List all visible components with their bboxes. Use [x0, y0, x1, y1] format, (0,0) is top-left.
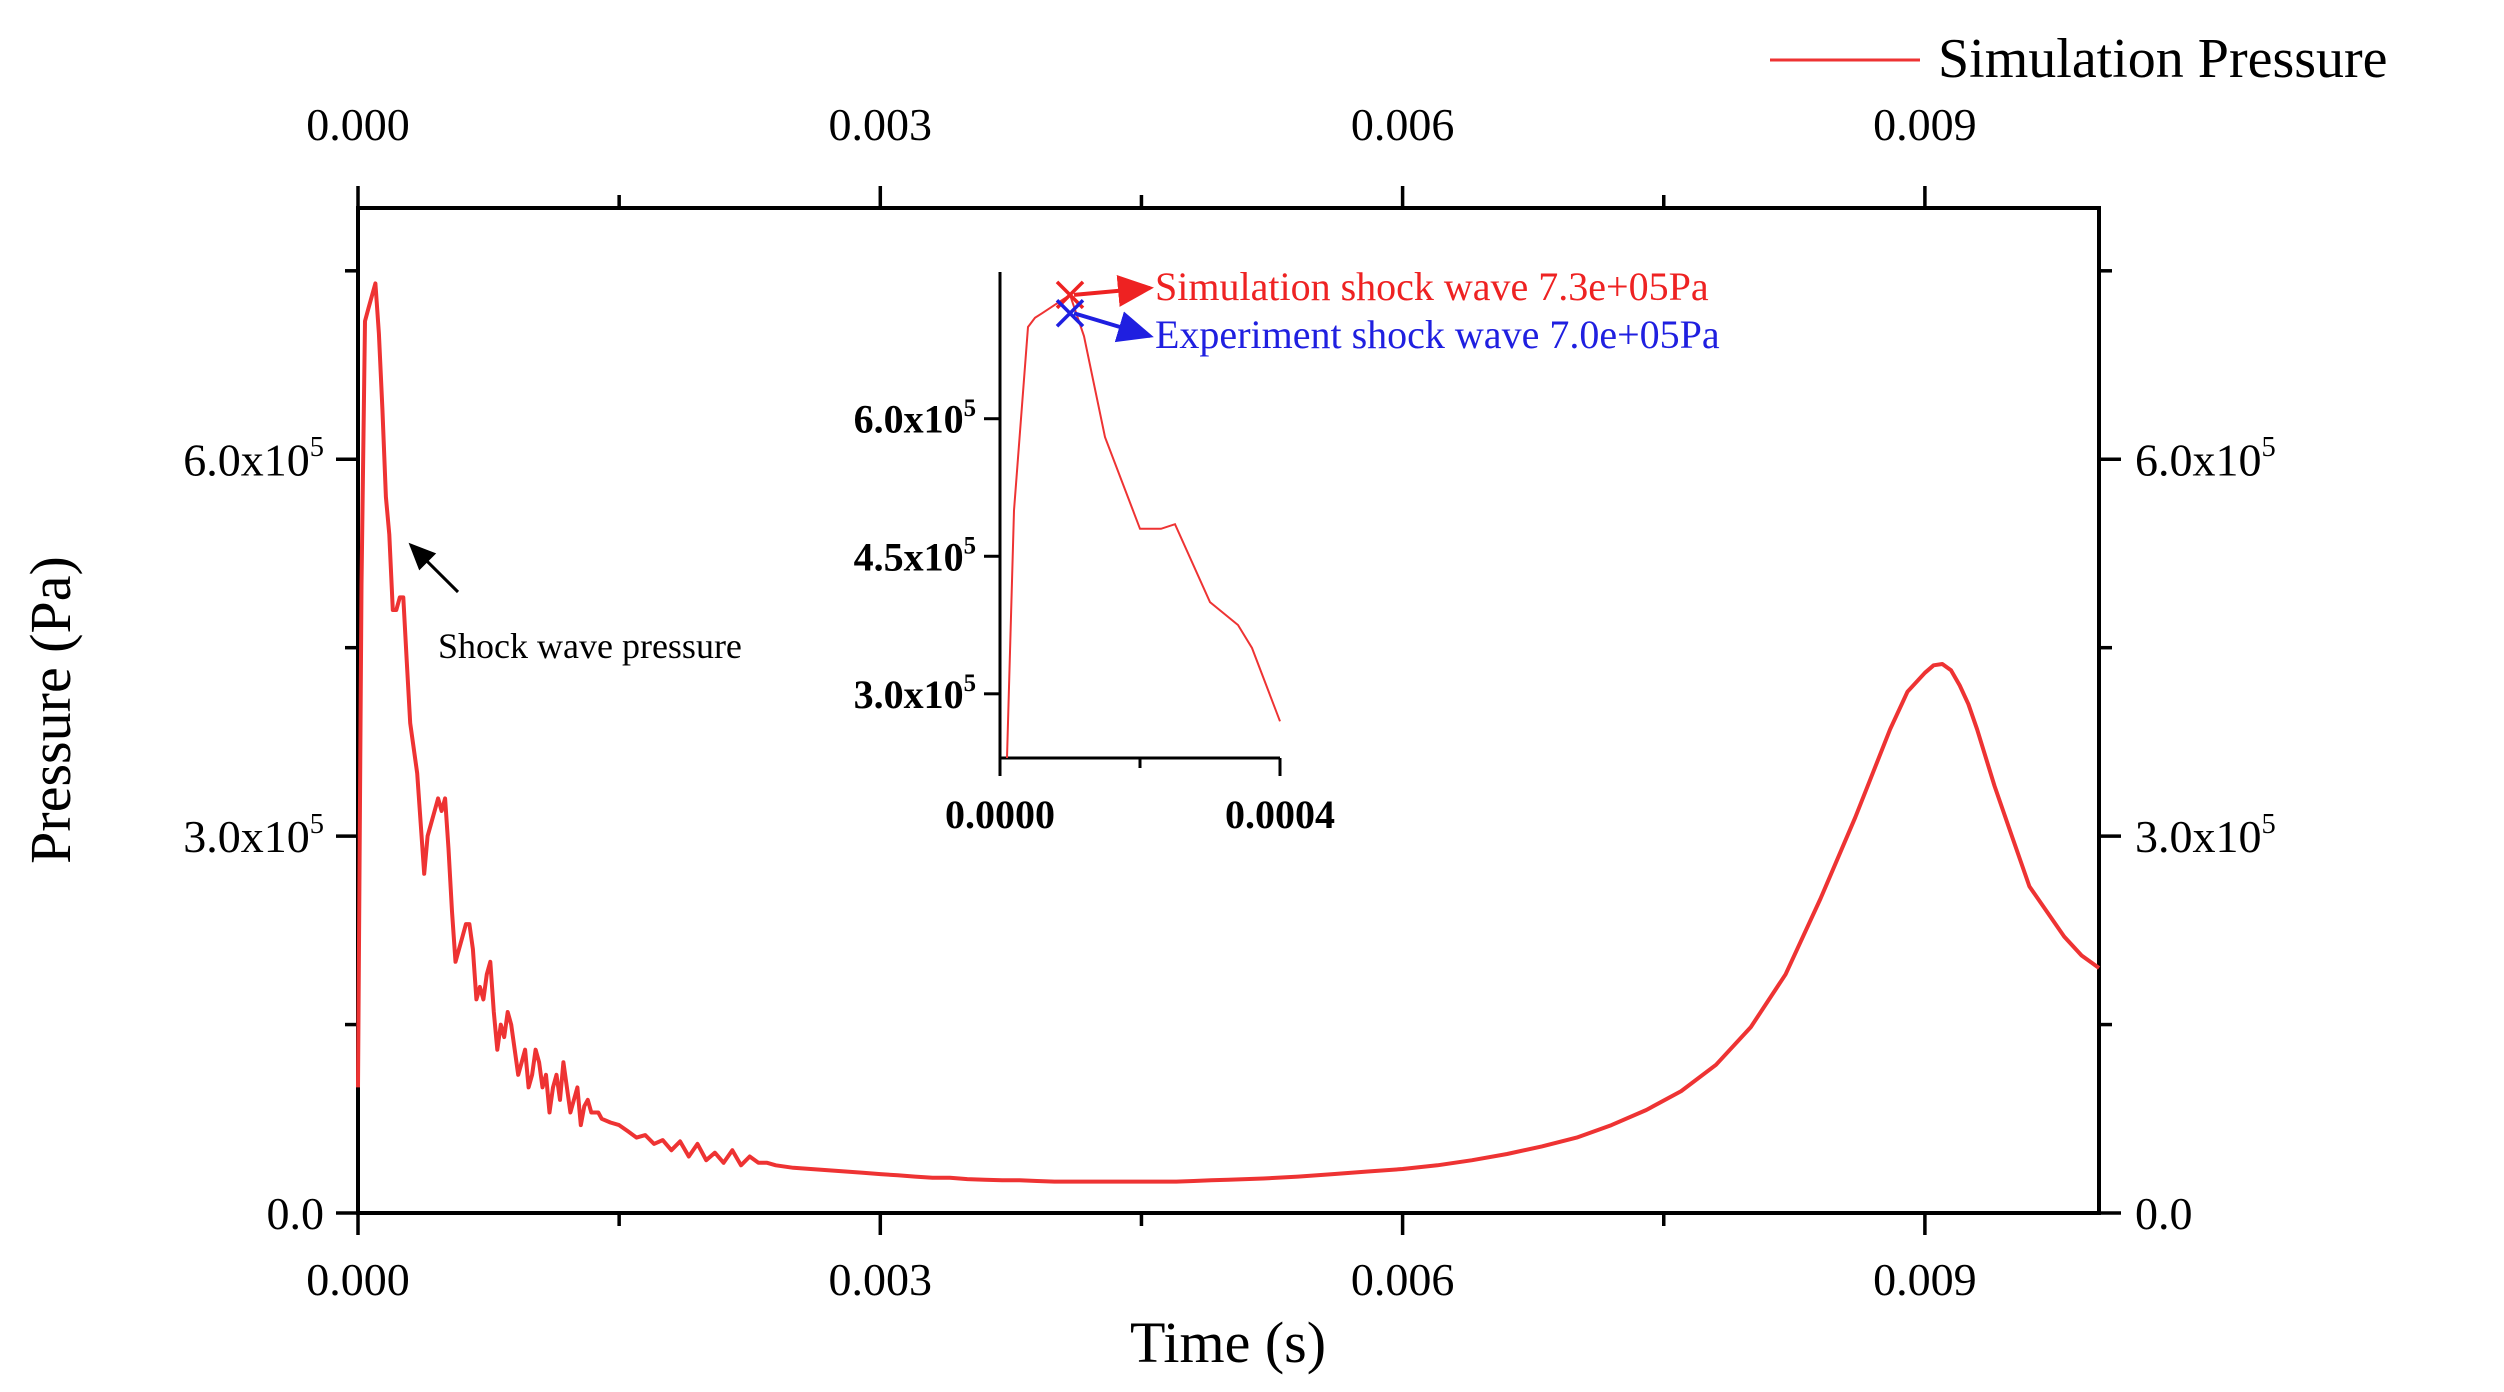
experiment-arrow — [1073, 311, 1154, 343]
y-tick-label-right: 0.0 — [2135, 1188, 2193, 1239]
x-tick-label-top: 0.009 — [1873, 99, 1977, 150]
y-axis-title: Pressure (Pa) — [18, 556, 83, 864]
experiment-shock-marker — [1055, 299, 1085, 328]
annotation-arrow — [408, 542, 460, 594]
y-tick-label-left: 3.0x105 — [183, 809, 324, 862]
inset-chart: 0.0000 0.0004 3.0x105 4.5x105 6.0x105 Simulat… — [854, 264, 1720, 837]
x-tick-label-top: 0.003 — [829, 99, 933, 150]
series-line-simulation-pressure — [356, 281, 2101, 1184]
annotation-label: Shock wave pressure — [438, 626, 742, 666]
axes: 0.000 0.000 0.003 0.003 0.006 0.006 0.009 0.009… — [183, 99, 2276, 1305]
shock-wave-annotation: Shock wave pressure — [408, 542, 742, 666]
x-axis-title: Time (s) — [1130, 1310, 1326, 1375]
inset-y-tick-label: 6.0x105 — [854, 395, 976, 442]
legend: Simulation Pressure — [1770, 28, 2388, 90]
x-tick-label-top: 0.000 — [306, 99, 410, 150]
experiment-label: Experiment shock wave 7.0e+05Pa — [1155, 312, 1720, 357]
legend-label: Simulation Pressure — [1938, 28, 2388, 90]
simulation-label: Simulation shock wave 7.3e+05Pa — [1155, 264, 1709, 309]
series-group — [356, 281, 2101, 1184]
y-tick-label-right: 6.0x105 — [2135, 432, 2276, 485]
y-tick-label-right: 3.0x105 — [2135, 809, 2276, 862]
inset-y-tick-label: 4.5x105 — [854, 532, 976, 579]
plot-frame — [356, 206, 2101, 1215]
y-tick-label-left: 6.0x105 — [183, 432, 324, 485]
inset-x-tick-label: 0.0000 — [945, 792, 1055, 837]
x-tick-label-bottom: 0.006 — [1351, 1254, 1455, 1305]
x-tick-label-bottom: 0.000 — [306, 1254, 410, 1305]
x-tick-label-bottom: 0.003 — [829, 1254, 933, 1305]
simulation-arrow — [1073, 274, 1154, 307]
y-tick-label-left: 0.0 — [267, 1188, 325, 1239]
x-tick-label-bottom: 0.009 — [1873, 1254, 1977, 1305]
inset-series-line — [1006, 293, 1281, 759]
inset-y-tick-label: 3.0x105 — [854, 670, 976, 717]
inset-x-tick-label: 0.0004 — [1225, 792, 1335, 837]
x-tick-label-top: 0.006 — [1351, 99, 1455, 150]
